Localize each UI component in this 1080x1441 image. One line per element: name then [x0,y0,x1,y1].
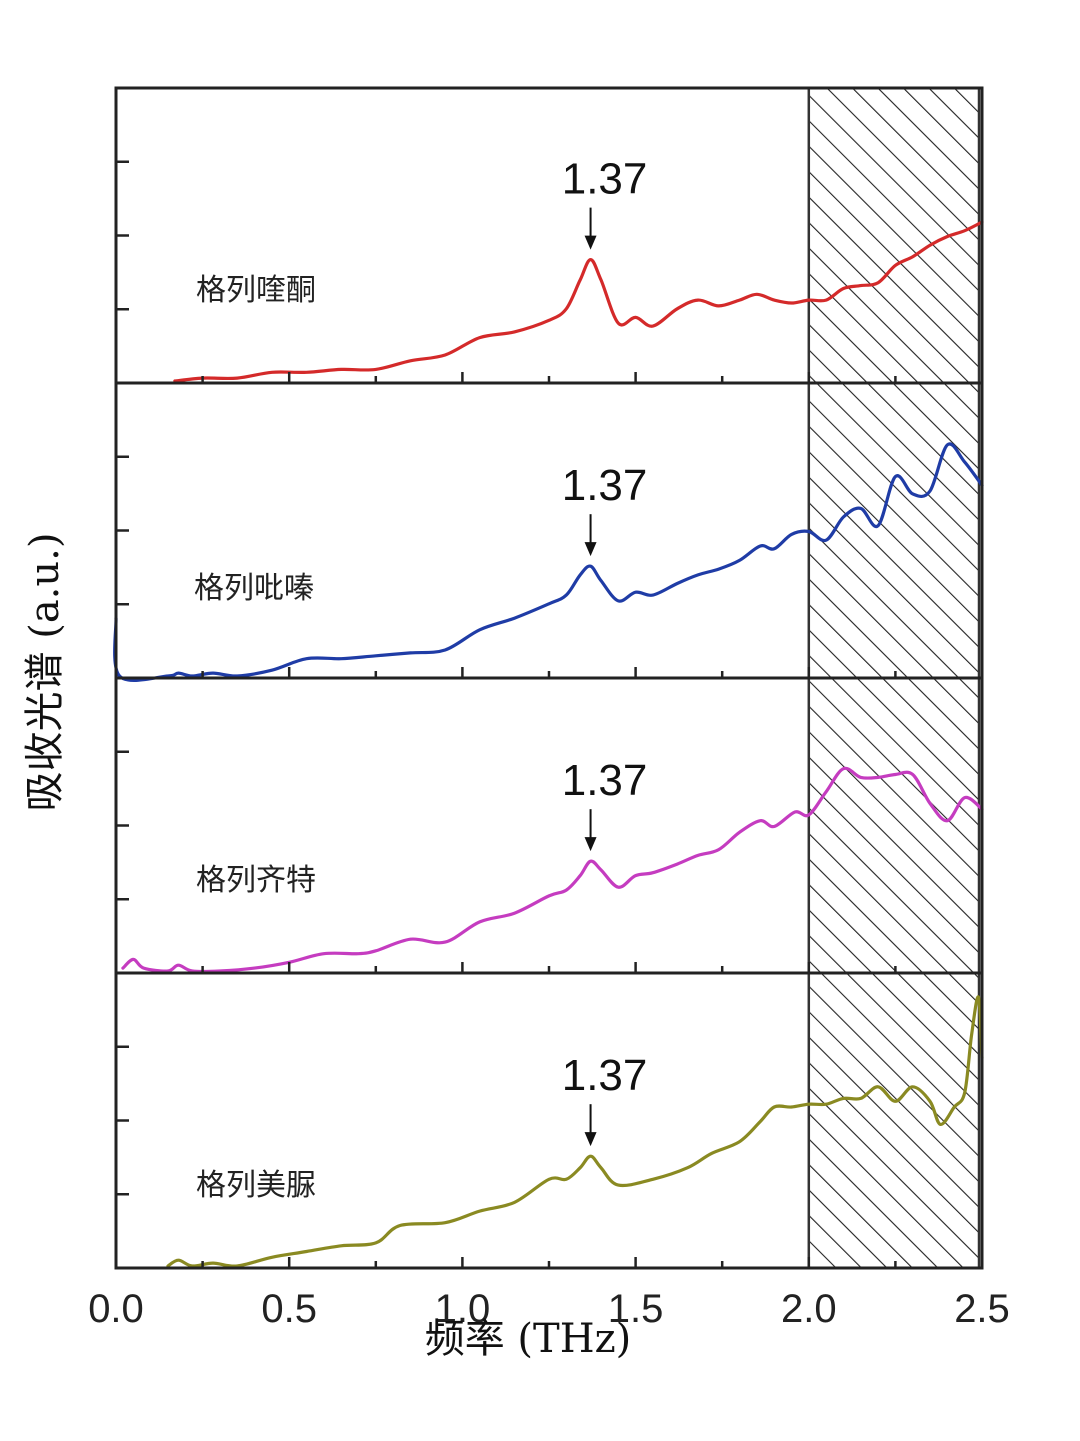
x-tick-label-0: 0.0 [88,1287,144,1331]
peak-arrow-head-2 [584,542,597,557]
x-tick-label-1: 0.5 [261,1287,317,1331]
peak-arrow-head-4 [584,1132,597,1147]
panel-label-4: 格列美脲 [196,1168,316,1203]
panel-label-1: 格列喹酮 [196,273,316,308]
peak-arrow-head-3 [584,837,597,852]
peak-arrow-head-1 [584,235,597,250]
peak-label-3: 1.37 [562,756,648,805]
x-tick-labels: 0.0 0.5 1.0 1.5 2.0 2.5 [88,1287,1010,1331]
spectrum-line-4 [166,995,984,1268]
spectra-curves [113,220,984,1268]
panel-label-2: 格列吡嗪 [194,571,314,606]
peak-label-4: 1.37 [562,1051,648,1100]
x-tick-label-3: 1.5 [608,1287,664,1331]
panel-label-3: 格列齐特 [196,863,316,898]
x-tick-label-2: 1.0 [435,1287,491,1331]
spectrum-line-2 [113,442,984,682]
peak-annotations: 格列喹酮 1.37 格列吡嗪 1.37 格列齐特 1.37 格列美脲 1.37 [194,155,647,1203]
peak-label-2: 1.37 [562,461,648,510]
axis-ticks [116,160,897,1268]
spectrum-line-3 [121,766,984,974]
spectrum-line-1 [173,220,984,383]
x-tick-label-4: 2.0 [781,1287,837,1331]
x-axis-title: 频率 (THz) [425,1316,632,1362]
x-tick-label-5: 2.5 [954,1287,1010,1331]
y-axis-title: 吸收光谱 (a.u.) [22,533,68,812]
peak-label-1: 1.37 [562,155,648,204]
